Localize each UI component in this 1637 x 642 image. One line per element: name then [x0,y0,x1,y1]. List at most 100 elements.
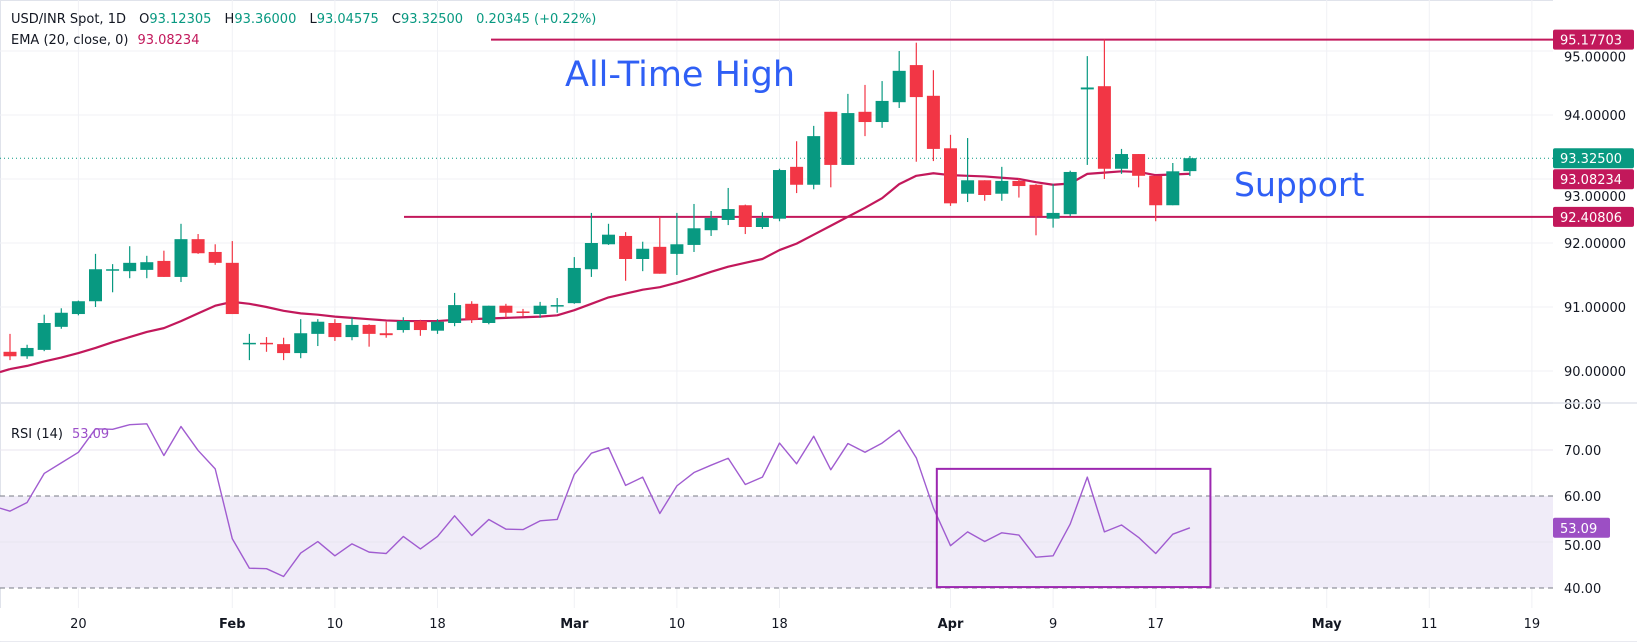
candle-up[interactable] [567,267,581,304]
candle-up[interactable] [721,209,735,220]
candle-down[interactable] [738,205,752,227]
candle-down[interactable] [465,303,479,320]
candle-up[interactable] [482,305,496,323]
candle-down[interactable] [191,239,205,254]
candle-down[interactable] [157,260,171,277]
candle-up[interactable] [807,136,821,185]
ema-legend[interactable]: EMA (20, close, 0) 93.08234 [11,33,199,48]
candle-down[interactable] [225,262,239,315]
candle-up[interactable] [1063,171,1077,215]
rsi-badge-label: 53.09 [1560,522,1597,537]
high-label: H [224,12,235,27]
candle-up[interactable] [670,244,684,254]
candle-up[interactable] [704,218,718,231]
candle-down[interactable] [1012,180,1026,187]
candle-up[interactable] [294,333,308,354]
candle-down[interactable] [978,180,992,195]
candle-down[interactable] [1029,184,1043,217]
candle-up[interactable] [892,70,906,103]
time-tick-label: Apr [938,617,964,632]
candle-up[interactable] [584,243,598,270]
candle-up[interactable] [1046,212,1060,219]
ema-line[interactable] [9,170,1190,371]
all-time-high-annotation[interactable]: All-Time High [565,55,796,95]
rsi-tick-label: 80.00 [1564,398,1601,413]
time-tick-label: 18 [429,617,446,632]
time-tick-label: 9 [1049,617,1057,632]
candle-up[interactable] [550,305,564,307]
candle-down[interactable] [1097,86,1111,169]
candle-down[interactable] [277,344,291,354]
symbol-title[interactable]: USD/INR Spot, 1D [11,12,126,27]
candle-up[interactable] [89,269,102,302]
candle-up[interactable] [773,170,786,219]
candle-down[interactable] [619,235,633,259]
candle-up[interactable] [755,218,769,227]
candle-down[interactable] [379,333,393,336]
candle-up[interactable] [687,228,701,245]
rsi-value: 53.09 [71,427,110,442]
candle-down[interactable] [909,65,923,98]
candle-up[interactable] [602,234,615,245]
candle-up[interactable] [54,312,68,327]
time-tick-label: 18 [771,617,788,632]
price-badge[interactable] [1553,169,1634,190]
ema-value: 93.08234 [137,33,200,48]
candle-up[interactable] [396,321,410,331]
candle-down[interactable] [944,148,957,204]
price-badge[interactable] [1553,29,1634,50]
candle-up[interactable] [345,324,359,338]
candle-up[interactable] [20,347,34,357]
rsi-line[interactable] [0,423,1191,578]
candle-up[interactable] [961,180,975,194]
candle-up[interactable] [1115,154,1128,169]
candle-down[interactable] [362,324,376,334]
candle-down[interactable] [653,246,667,274]
candle-down[interactable] [1132,154,1146,176]
candle-up[interactable] [875,100,889,123]
candle-down[interactable] [926,95,940,149]
time-tick-label: Mar [560,617,589,632]
candle-down[interactable] [499,305,513,313]
price-badge[interactable] [1553,148,1634,169]
candle-down[interactable] [790,166,804,185]
candle-up[interactable] [841,113,855,165]
rsi-consolidation-box[interactable] [935,467,1212,589]
low-value: 93.04575 [316,12,379,27]
candle-down[interactable] [413,321,427,331]
candle-down[interactable] [3,351,17,357]
candle-up[interactable] [1166,171,1180,206]
support-annotation[interactable]: Support [1234,165,1365,204]
candle-up[interactable] [636,248,650,259]
candle-up[interactable] [242,342,256,345]
time-tick-label: 19 [1524,617,1541,632]
rsi-badge[interactable] [1553,517,1610,538]
candle-up[interactable] [174,239,188,277]
candle-down[interactable] [858,111,872,123]
candle-down[interactable] [208,251,222,263]
candle-up[interactable] [311,321,325,334]
candle-up[interactable] [106,269,120,271]
candle-up[interactable] [1183,158,1197,172]
candle-up[interactable] [448,305,462,323]
price-badge-label: 95.17703 [1560,34,1622,49]
candle-down[interactable] [1149,175,1163,206]
candle-down[interactable] [260,342,273,345]
candle-down[interactable] [824,111,838,165]
candle-up[interactable] [71,301,85,315]
rsi-legend[interactable]: RSI (14) 53.09 [11,427,109,442]
candle-down[interactable] [516,311,530,313]
time-tick-label: 20 [70,617,87,632]
rsi-tick-label: 70.00 [1564,444,1601,459]
candle-up[interactable] [140,262,154,270]
candle-up[interactable] [533,305,547,315]
candle-up[interactable] [123,262,137,272]
candle-up[interactable] [995,180,1009,194]
candle-down[interactable] [328,323,342,338]
time-axis[interactable] [0,608,1553,641]
candle-up[interactable] [431,321,444,331]
candle-up[interactable] [37,323,51,350]
candle-up[interactable] [1080,87,1094,90]
price-badge[interactable] [1553,206,1634,227]
